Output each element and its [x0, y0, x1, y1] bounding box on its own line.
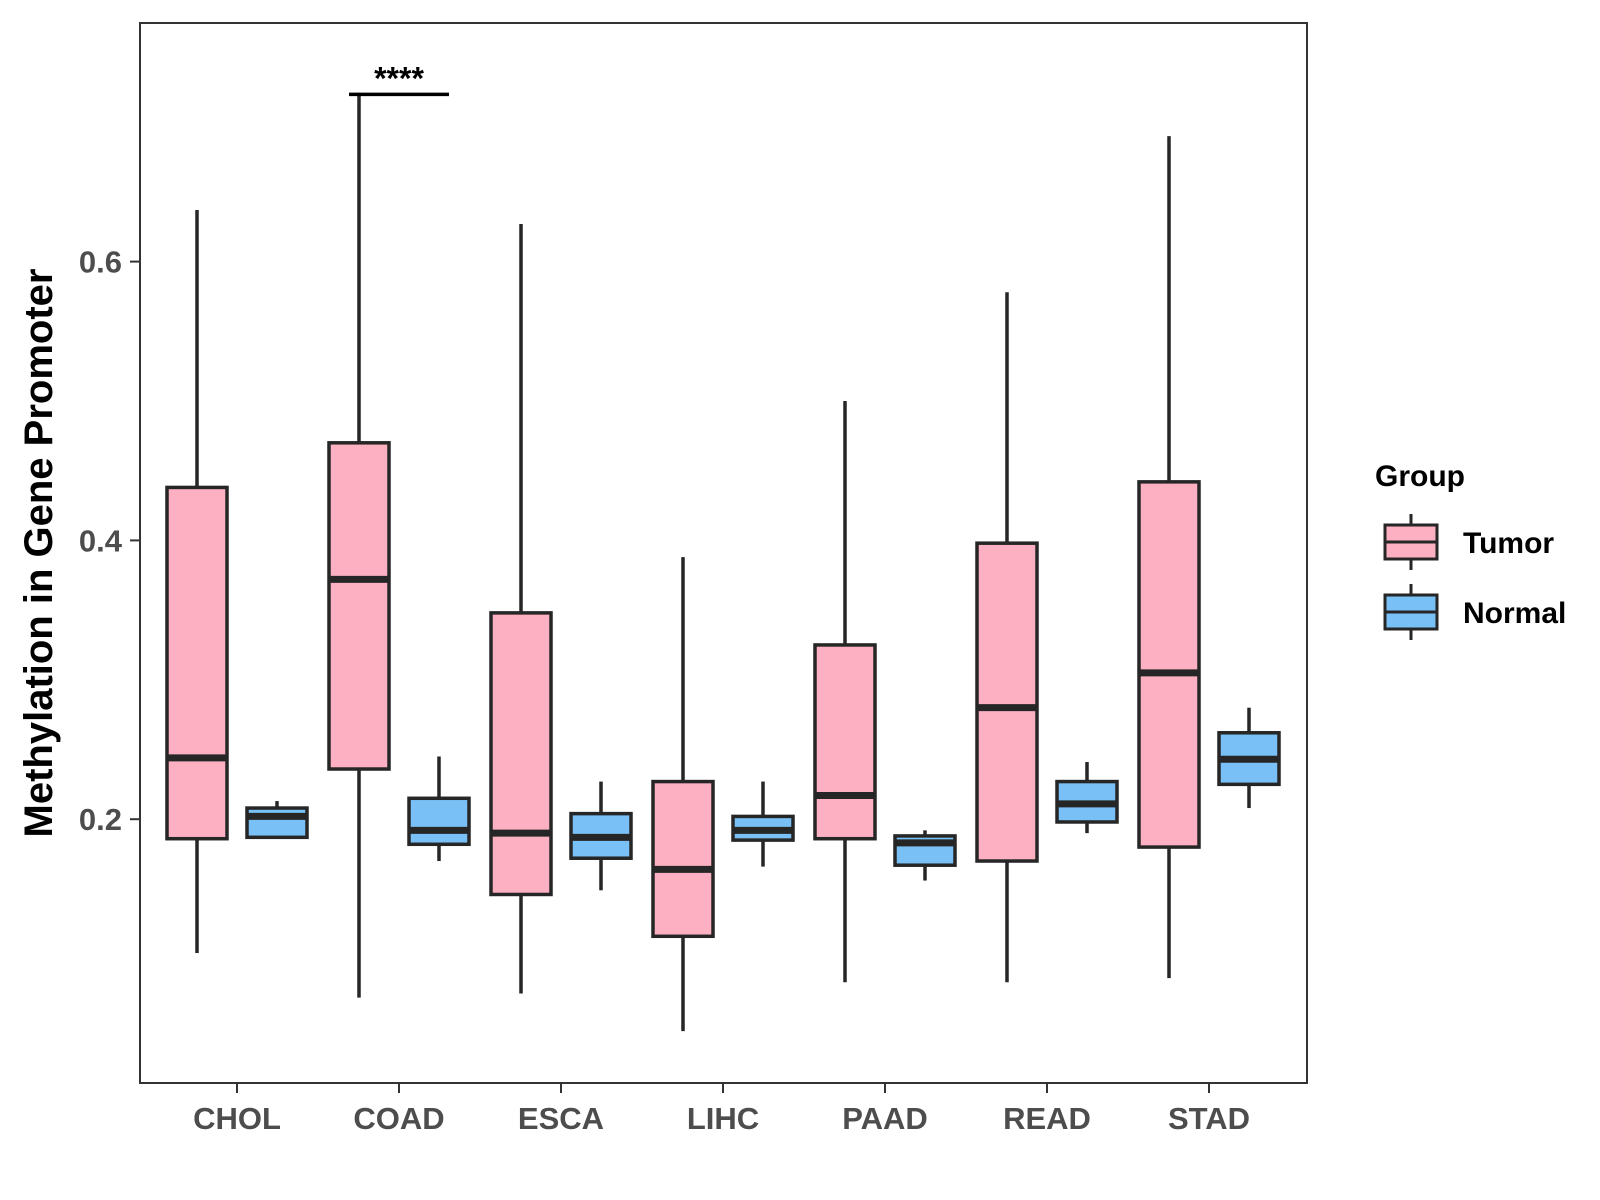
box-normal-paad [893, 830, 957, 881]
x-tick-label: CHOL [193, 1101, 281, 1136]
legend-title: Group [1375, 460, 1465, 493]
y-tick-label: 0.2 [79, 802, 122, 837]
box-iqr [813, 643, 877, 841]
box-normal-read [1055, 762, 1119, 834]
box-normal-esca [569, 781, 633, 891]
x-tick-label: STAD [1168, 1101, 1250, 1136]
box-iqr [245, 806, 309, 840]
y-axis-title: Methylation in Gene Promoter [17, 269, 61, 838]
box-tumor-read [975, 292, 1039, 983]
box-iqr [651, 779, 715, 939]
legend-item-tumor: Tumor [1383, 514, 1554, 570]
box-tumor-coad [327, 92, 391, 998]
legend-label: Normal [1463, 597, 1566, 630]
box-tumor-esca [489, 223, 553, 994]
y-axis: 0.2 0.4 0.6 [79, 245, 140, 837]
box-iqr [489, 611, 553, 897]
plot-panel [139, 22, 1308, 1084]
box-iqr [1137, 480, 1201, 849]
legend-label: Tumor [1463, 527, 1554, 560]
box-iqr [165, 485, 229, 841]
box-tumor-stad [1137, 136, 1201, 979]
annotation-layer: **** [349, 60, 449, 96]
x-axis: CHOL COAD ESCA LIHC PAAD READ STAD [193, 1083, 1250, 1136]
box-iqr [407, 796, 471, 847]
box-layer [165, 92, 1281, 1032]
box-normal-stad [1217, 707, 1281, 809]
x-tick-label: PAAD [842, 1101, 928, 1136]
x-tick-label: READ [1003, 1101, 1091, 1136]
box-normal-chol [245, 801, 309, 840]
significance-label: **** [374, 60, 424, 96]
box-tumor-paad [813, 401, 877, 983]
box-tumor-lihc [651, 557, 715, 1032]
box-iqr [975, 541, 1039, 863]
box-tumor-chol [165, 210, 229, 954]
box-normal-lihc [731, 781, 795, 867]
x-tick-label: LIHC [687, 1101, 759, 1136]
box-iqr [327, 441, 391, 771]
y-tick-label: 0.6 [79, 245, 122, 280]
box-normal-coad [407, 756, 471, 862]
legend: Group Tumor Normal [1375, 460, 1566, 640]
y-tick-label: 0.4 [79, 523, 123, 558]
legend-item-normal: Normal [1383, 584, 1566, 640]
x-tick-label: COAD [353, 1101, 444, 1136]
x-tick-label: ESCA [518, 1101, 604, 1136]
